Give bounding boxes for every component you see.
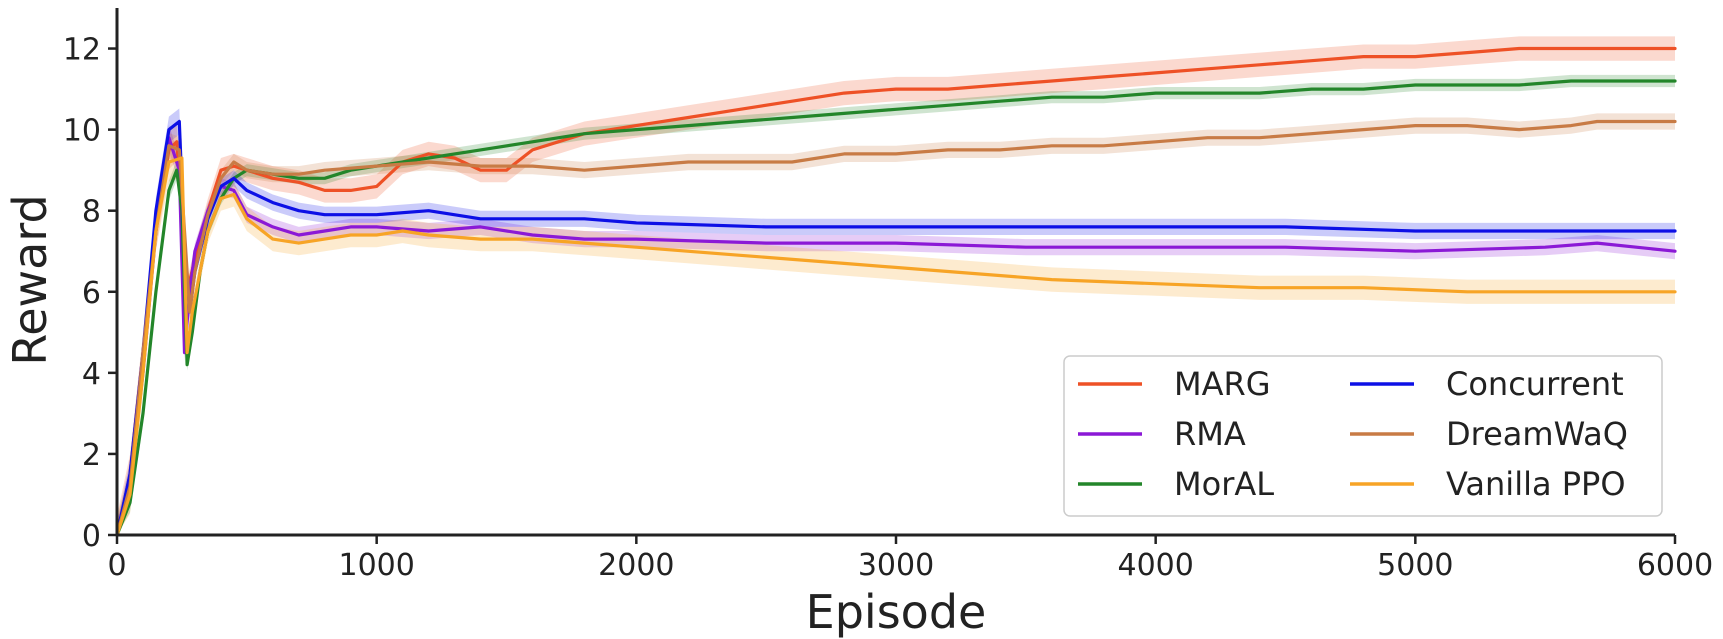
band-marg bbox=[117, 36, 1675, 536]
legend-label-concurrent: Concurrent bbox=[1446, 365, 1624, 403]
x-tick-label: 2000 bbox=[598, 548, 674, 583]
y-tick-label: 4 bbox=[82, 357, 101, 392]
y-tick-label: 2 bbox=[82, 438, 101, 473]
line-dreamwaq bbox=[115, 119, 1677, 537]
y-tick-label: 0 bbox=[82, 519, 101, 554]
x-tick-label: 4000 bbox=[1117, 548, 1193, 583]
legend-label-rma: RMA bbox=[1174, 415, 1246, 453]
legend-frame bbox=[1063, 355, 1663, 517]
x-tick-label: 1000 bbox=[338, 548, 414, 583]
y-ticks: 0 2 4 6 8 10 12 bbox=[63, 33, 117, 554]
band-concurrent bbox=[117, 108, 1675, 535]
x-axis-label: Episode bbox=[806, 585, 987, 639]
y-axis-label: Reward bbox=[3, 194, 57, 365]
x-tick-label: 5000 bbox=[1377, 548, 1453, 583]
legend-label-marg: MARG bbox=[1174, 365, 1271, 403]
y-tick-label: 10 bbox=[63, 114, 101, 149]
x-ticks: 0 1000 2000 3000 4000 5000 6000 bbox=[107, 535, 1713, 583]
line-moral bbox=[115, 79, 1677, 537]
x-tick-label: 0 bbox=[107, 548, 126, 583]
legend: MARG RMA MorAL Concurrent DreamWaQ Vanilla PP… bbox=[1063, 355, 1663, 517]
y-tick-label: 12 bbox=[63, 33, 101, 68]
legend-label-dreamwaq: DreamWaQ bbox=[1446, 415, 1628, 453]
x-tick-label: 6000 bbox=[1637, 548, 1713, 583]
y-tick-label: 6 bbox=[82, 276, 101, 311]
band-rma bbox=[117, 124, 1675, 536]
x-tick-label: 3000 bbox=[858, 548, 934, 583]
series-lines bbox=[115, 46, 1677, 537]
legend-label-vanilla-ppo: Vanilla PPO bbox=[1446, 465, 1626, 503]
y-tick-label: 8 bbox=[82, 195, 101, 230]
legend-label-moral: MorAL bbox=[1174, 465, 1274, 503]
line-vanilla-ppo bbox=[115, 156, 1677, 537]
line-concurrent bbox=[115, 119, 1677, 537]
